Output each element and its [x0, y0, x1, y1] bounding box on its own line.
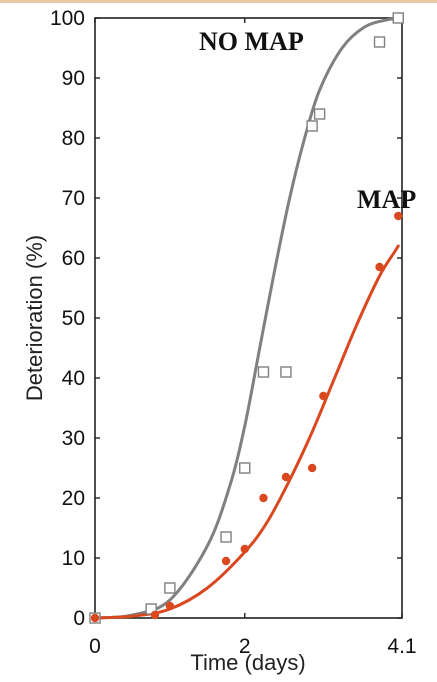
data-point-no-map — [239, 462, 251, 474]
data-point-map — [394, 211, 403, 221]
fit-curves — [93, 16, 404, 620]
axes: 0 10 20 30 40 50 60 70 80 90 100 0 2 4.1 — [50, 7, 417, 658]
labels: Time (days) Deterioration (%) NO MAP MAP — [22, 27, 416, 675]
y-axis-title: Deterioration (%) — [22, 235, 47, 401]
x-tick-label: 2 — [239, 635, 251, 658]
y-tick-label: 100 — [50, 7, 85, 30]
data-point-map — [165, 601, 175, 611]
data-point-no-map — [220, 531, 232, 543]
data-point-no-map — [373, 36, 386, 48]
y-tick-label: 50 — [62, 307, 85, 330]
data-point-map — [90, 613, 100, 623]
series-label-map: MAP — [357, 185, 416, 214]
data-point-no-map — [257, 366, 270, 378]
data-point-map — [375, 262, 384, 272]
x-tick-label: 4.1 — [387, 635, 416, 658]
top-border — [0, 0, 437, 3]
fit-curve-no-map — [93, 16, 404, 620]
data-point-map — [307, 463, 317, 473]
data-point-map — [259, 493, 268, 503]
y-tick-label: 90 — [62, 67, 85, 90]
y-tick-label: 70 — [62, 187, 85, 210]
data-point-no-map — [392, 12, 404, 24]
data-point-no-map — [313, 108, 326, 120]
data-point-map — [319, 391, 328, 401]
data-point-no-map — [280, 366, 292, 378]
plot-frame — [94, 17, 403, 619]
data-point-map — [221, 556, 231, 566]
y-tick-label: 30 — [62, 427, 85, 450]
data-point-no-map — [164, 582, 176, 594]
data-points — [89, 12, 404, 624]
series-label-no-map: NO MAP — [199, 27, 304, 56]
x-axis-title: Time (days) — [190, 650, 305, 675]
y-tick-label: 20 — [62, 487, 85, 510]
y-tick-label: 10 — [62, 547, 85, 570]
y-tick-label: 40 — [62, 367, 85, 390]
data-point-map — [150, 610, 160, 620]
fit-curve-map — [93, 244, 400, 620]
x-tick-label: 0 — [89, 635, 101, 658]
y-tick-label: 0 — [73, 607, 85, 630]
data-point-map — [240, 544, 249, 554]
data-point-map — [281, 472, 291, 482]
y-tick-label: 60 — [62, 247, 85, 270]
y-tick-label: 80 — [62, 127, 85, 150]
data-point-no-map — [306, 120, 318, 132]
